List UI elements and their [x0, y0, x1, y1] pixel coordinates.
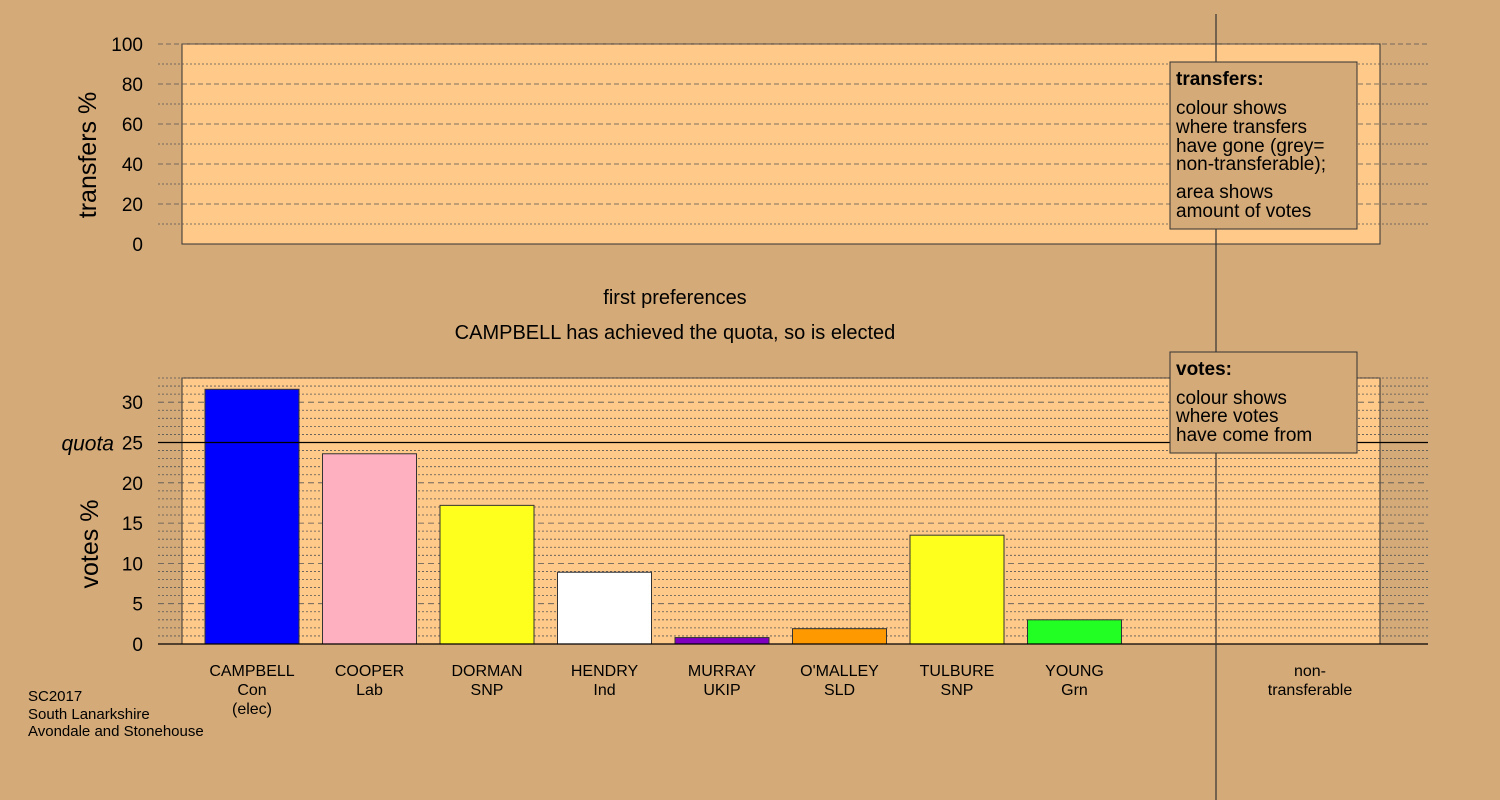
transfers-legend-line: colour shows [1176, 98, 1287, 119]
candidate-party: SNP [941, 682, 974, 699]
nontransferable-label-line1: non- [1294, 663, 1326, 680]
transfers-legend-line: amount of votes [1176, 201, 1311, 222]
transfers-legend-line: non-transferable); [1176, 154, 1326, 175]
votes-y-axis-title: votes % [76, 500, 104, 589]
votes-y-tick-label: 10 [122, 554, 143, 575]
candidate-party: Ind [593, 682, 615, 699]
candidate-party: Con [237, 682, 266, 699]
votes-bars [204, 388, 1122, 645]
candidate-name: YOUNG [1045, 663, 1104, 680]
transfers-legend-line: where transfers [1175, 117, 1307, 138]
stage-subtitle: CAMPBELL has achieved the quota, so is e… [455, 322, 896, 344]
votes-legend-box [1169, 351, 1358, 454]
source-line-3: Avondale and Stonehouse [28, 723, 204, 740]
candidate-party: SNP [471, 682, 504, 699]
votes-y-tick-label: 0 [132, 635, 143, 656]
candidate-party: Grn [1061, 682, 1088, 699]
bar-omalley [792, 628, 887, 645]
votes-y-tick-label: 25 [122, 433, 143, 454]
bar-dorman [439, 504, 535, 645]
source-line-2: South Lanarkshire [28, 706, 150, 723]
bar-tulbure [909, 534, 1005, 645]
votes-y-tick-label: 15 [122, 514, 143, 535]
quota-label: quota [61, 432, 114, 455]
candidate-name: CAMPBELL [209, 663, 294, 680]
transfers-y-tick-label: 20 [122, 195, 143, 216]
transfers-legend-title: transfers: [1176, 69, 1264, 90]
transfers-y-tick-label: 100 [111, 35, 143, 56]
transfers-y-tick-label: 80 [122, 75, 143, 96]
transfers-y-tick-label: 60 [122, 115, 143, 136]
candidate-party: SLD [824, 682, 855, 699]
votes-legend-line: have come from [1176, 425, 1312, 446]
votes-y-tick-label: 30 [122, 393, 143, 414]
votes-legend-line: colour shows [1176, 388, 1287, 409]
transfers-y-ticks: 0 20 40 60 80 100 [111, 35, 143, 256]
votes-y-tick-label: 20 [122, 474, 143, 495]
transfers-legend: transfers: colour shows where transfers … [1169, 61, 1358, 230]
candidate-name: DORMAN [451, 663, 522, 680]
candidate-name: O'MALLEY [800, 663, 879, 680]
candidate-name: HENDRY [571, 663, 639, 680]
candidate-name: TULBURE [920, 663, 995, 680]
candidate-party: Lab [356, 682, 383, 699]
transfers-legend-box [1169, 61, 1358, 230]
votes-legend: votes: colour shows where votes have com… [1169, 351, 1358, 454]
votes-y-ticks: 0 5 10 15 20 25 30 [122, 393, 143, 656]
nontransferable-label-line2: transferable [1268, 682, 1353, 699]
candidate-name: MURRAY [688, 663, 756, 680]
bar-hendry [557, 571, 652, 645]
transfers-legend-line: have gone (grey= [1176, 136, 1324, 157]
bar-murray [674, 637, 770, 645]
bar-young [1027, 619, 1122, 645]
candidate-labels: CAMPBELL Con (elec) COOPER Lab DORMAN SNP HENDR… [209, 663, 1104, 718]
transfers-legend-line: area shows [1176, 182, 1273, 203]
transfers-y-tick-label: 40 [122, 155, 143, 176]
votes-legend-line: where votes [1175, 406, 1278, 427]
votes-y-tick-label: 5 [132, 595, 143, 616]
transfers-y-tick-label: 0 [132, 235, 143, 256]
stage-title: first preferences [603, 287, 746, 309]
candidate-name: COOPER [335, 663, 404, 680]
transfers-y-axis-title: transfers % [74, 92, 102, 218]
bar-campbell [204, 388, 300, 645]
candidate-party: UKIP [703, 682, 740, 699]
source-line-1: SC2017 [28, 688, 82, 705]
candidate-status: (elec) [232, 701, 272, 718]
votes-legend-title: votes: [1176, 359, 1232, 380]
bar-cooper [322, 453, 417, 645]
